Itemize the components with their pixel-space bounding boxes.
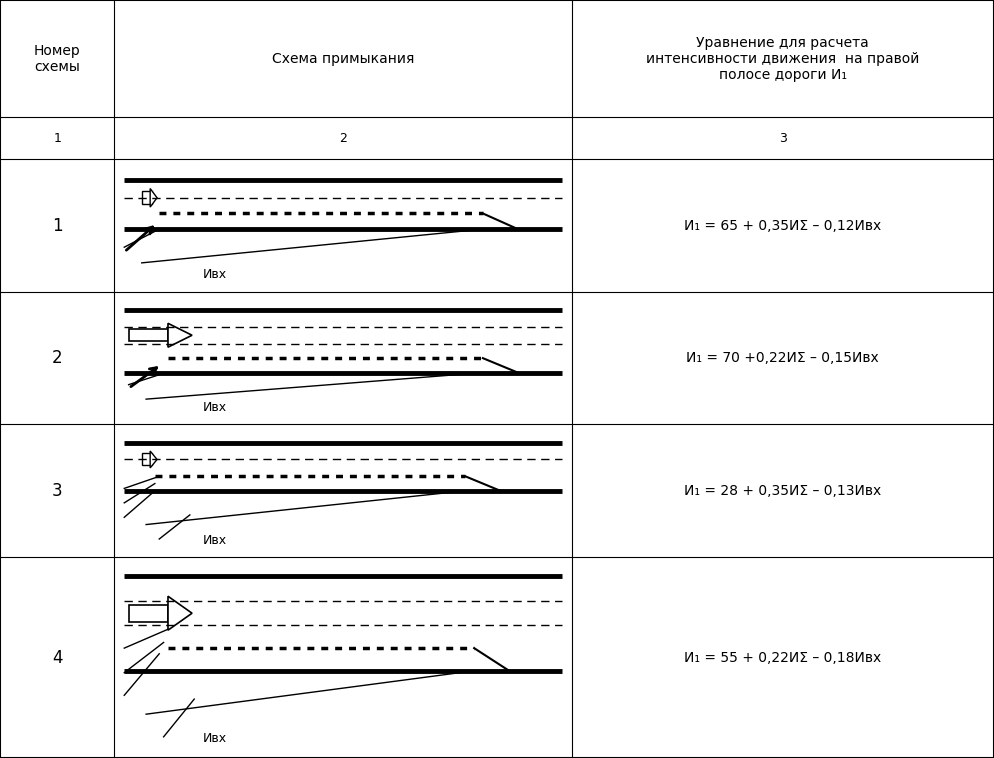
Text: 3: 3 [52,482,63,500]
Polygon shape [168,324,192,347]
Polygon shape [142,191,152,205]
Text: 2: 2 [52,349,63,367]
Text: 3: 3 [779,132,786,145]
Text: Уравнение для расчета
интенсивности движения  на правой
полосе дороги И₁: Уравнение для расчета интенсивности движ… [646,36,919,82]
Polygon shape [128,605,168,622]
Text: И₁ = 65 + 0,35ИΣ – 0,12Ивх: И₁ = 65 + 0,35ИΣ – 0,12Ивх [684,218,882,233]
Text: И₁ = 55 + 0,22ИΣ – 0,18Ивх: И₁ = 55 + 0,22ИΣ – 0,18Ивх [684,650,882,665]
Polygon shape [142,453,152,465]
Polygon shape [168,597,192,630]
Text: Ивх: Ивх [203,732,227,745]
Text: Схема примыкания: Схема примыкания [271,52,414,66]
Text: Номер
схемы: Номер схемы [34,44,81,74]
Polygon shape [128,329,168,341]
Polygon shape [150,189,157,207]
Text: 2: 2 [339,132,347,145]
Text: Ивх: Ивх [203,401,227,414]
Text: Ивх: Ивх [203,268,227,281]
Text: И₁ = 70 +0,22ИΣ – 0,15Ивх: И₁ = 70 +0,22ИΣ – 0,15Ивх [687,351,879,365]
Text: Ивх: Ивх [203,534,227,547]
Polygon shape [150,451,157,468]
Text: 1: 1 [54,132,61,145]
Text: 4: 4 [52,649,63,666]
Text: 1: 1 [52,217,63,234]
Text: И₁ = 28 + 0,35ИΣ – 0,13Ивх: И₁ = 28 + 0,35ИΣ – 0,13Ивх [684,484,882,498]
